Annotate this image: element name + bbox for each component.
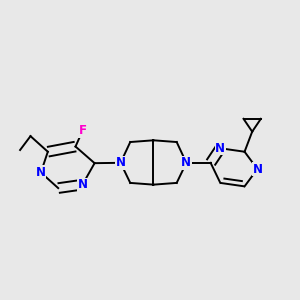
Text: N: N — [77, 178, 88, 191]
Text: N: N — [252, 163, 262, 176]
Text: F: F — [79, 124, 86, 137]
Text: N: N — [116, 156, 126, 169]
Text: N: N — [182, 156, 191, 169]
Text: N: N — [36, 166, 46, 179]
Text: N: N — [215, 142, 225, 155]
